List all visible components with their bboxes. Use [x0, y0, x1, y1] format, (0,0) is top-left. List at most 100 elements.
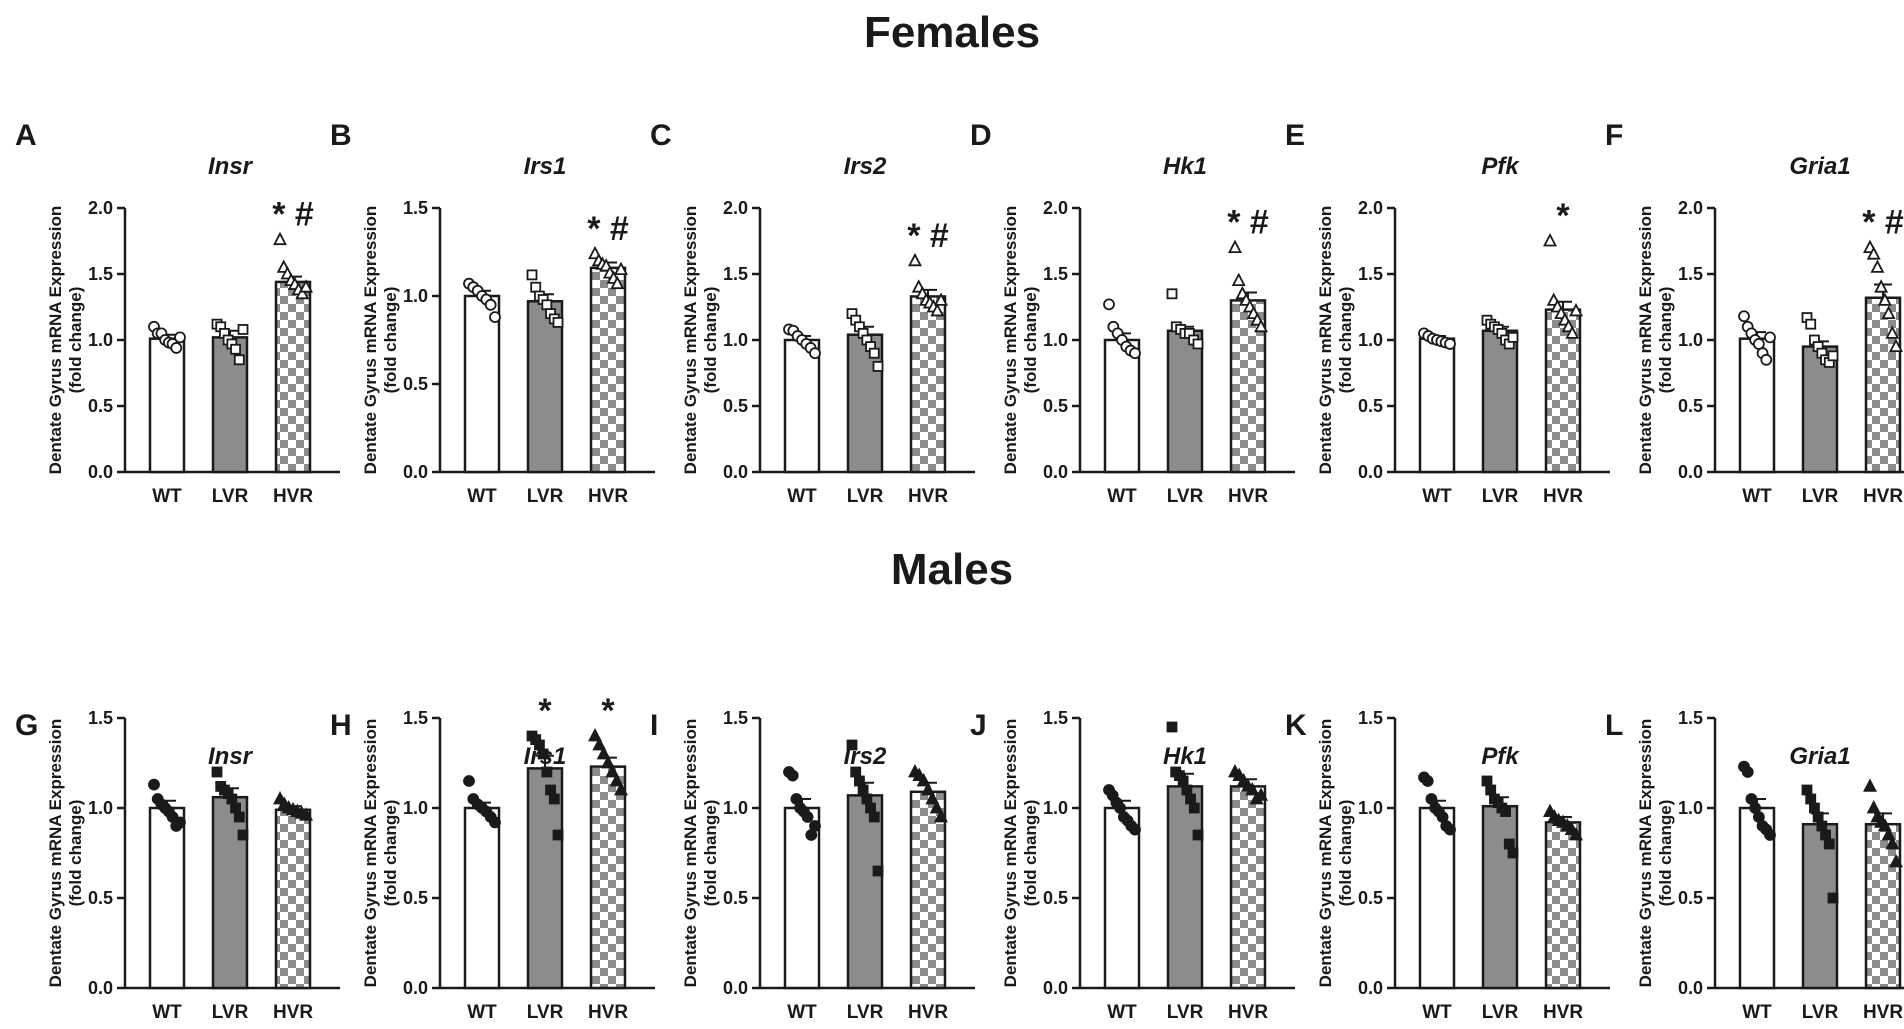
data-point-triangle: [605, 764, 620, 778]
x-tick-label-hvr: HVR: [908, 1002, 948, 1023]
data-point-square: [548, 793, 560, 805]
x-tick-label-wt: WT: [1742, 1002, 1772, 1023]
y-tick-label: 1.5: [1358, 708, 1383, 728]
y-axis-label: Dentate Gyrus mRNA Expression: [1636, 719, 1655, 988]
x-tick-label-hvr: HVR: [1228, 1002, 1268, 1023]
data-point-circle: [174, 331, 186, 344]
data-point-circle: [170, 342, 183, 354]
gene-title: Gria1: [1789, 153, 1850, 180]
y-tick-label: 1.0: [723, 798, 748, 818]
x-tick-label-wt: WT: [1107, 1002, 1137, 1023]
y-tick-label: 1.0: [88, 330, 113, 350]
data-point-circle: [1103, 298, 1115, 311]
data-point-square: [1185, 793, 1196, 805]
x-tick-label-lvr: LVR: [1167, 1002, 1204, 1023]
bar-wt: [463, 294, 501, 474]
data-point-square: [1192, 338, 1204, 350]
bar-lvr: [1801, 822, 1839, 990]
y-tick-label: 0.0: [88, 462, 113, 482]
bar-hvr: [1864, 296, 1902, 474]
data-point-triangle: [934, 292, 948, 306]
data-point-triangle: [921, 782, 935, 796]
x-tick-label-hvr: HVR: [1863, 1002, 1903, 1023]
data-point-triangle: [1866, 800, 1881, 814]
y-tick-label: 2.0: [723, 198, 748, 218]
gene-title: Pfk: [1481, 743, 1520, 770]
data-point-triangle: [1881, 827, 1896, 841]
data-point-square: [1816, 820, 1828, 832]
y-tick-label: 1.5: [723, 708, 748, 728]
data-point-square: [237, 324, 249, 335]
y-axis-label: Dentate Gyrus mRNA Expression: [46, 719, 65, 988]
significance-marker: * #: [1227, 204, 1269, 242]
males-section-title: Males: [890, 545, 1014, 594]
data-point-triangle: [1543, 233, 1557, 247]
y-tick-label: 2.0: [1043, 198, 1068, 218]
x-tick-label-hvr: HVR: [273, 486, 313, 507]
data-point-square: [1181, 784, 1193, 796]
y-tick-label: 1.0: [1043, 330, 1068, 350]
bar-lvr: [1481, 329, 1519, 474]
data-point-square: [233, 811, 245, 823]
y-tick-label: 1.0: [1358, 798, 1383, 818]
data-point-circle: [1444, 823, 1456, 836]
data-point-circle: [1421, 775, 1434, 787]
data-point-triangle: [1870, 259, 1885, 273]
data-point-triangle: [1877, 292, 1892, 306]
data-point-circle: [1741, 766, 1754, 778]
y-tick-label: 1.5: [403, 708, 428, 728]
panel-a: A Insr Dentate Gyrus mRNA Expression (fold …: [15, 119, 340, 507]
data-point-circle: [489, 311, 501, 324]
bar-lvr: [1166, 785, 1204, 990]
data-point-triangle: [1565, 325, 1580, 339]
y-tick-label: 0.0: [1043, 978, 1068, 998]
data-point-square: [541, 299, 553, 311]
bar-wt: [1103, 806, 1141, 990]
data-point-square: [545, 784, 556, 796]
panel-letter: K: [1285, 709, 1307, 742]
data-point-square: [868, 811, 880, 823]
data-point-square: [530, 281, 542, 293]
data-point-triangle: [601, 755, 615, 769]
data-point-triangle: [614, 782, 628, 796]
data-point-square: [552, 316, 564, 328]
data-point-triangle: [299, 279, 313, 293]
data-point-triangle: [1866, 246, 1881, 260]
data-point-square: [1823, 838, 1835, 850]
y-axis-label: Dentate Gyrus mRNA Expression: [681, 206, 700, 475]
x-tick-label-wt: WT: [1742, 486, 1772, 507]
data-point-circle: [1738, 310, 1750, 323]
y-tick-label: 1.5: [1678, 708, 1703, 728]
bar-wt: [1418, 337, 1456, 474]
x-tick-label-wt: WT: [787, 486, 817, 507]
data-point-square: [861, 793, 873, 805]
gene-title: Gria1: [1789, 743, 1850, 770]
panel-g: G Insr Dentate Gyrus mRNA Expression (fold …: [15, 708, 340, 1023]
data-point-square: [237, 829, 249, 841]
y-tick-label: 1.0: [1358, 330, 1383, 350]
data-point-triangle: [1863, 778, 1877, 792]
y-tick-label: 0.5: [1043, 888, 1068, 908]
gene-title: Insr: [208, 153, 254, 180]
y-tick-label: 2.0: [1358, 198, 1383, 218]
significance-marker: * #: [907, 217, 949, 255]
data-point-triangle: [925, 791, 940, 805]
data-point-triangle: [908, 252, 922, 267]
data-point-square: [1166, 721, 1178, 733]
x-tick-label-hvr: HVR: [1543, 1002, 1583, 1023]
data-point-square: [857, 784, 869, 796]
bar-lvr: [211, 336, 249, 474]
y-tick-label: 1.0: [1678, 798, 1703, 818]
bar-wt: [1418, 806, 1456, 990]
data-point-square: [226, 793, 238, 805]
y-axis-label-units: (fold change): [381, 800, 400, 907]
data-point-square: [211, 766, 223, 778]
data-point-circle: [809, 820, 821, 832]
x-tick-label-wt: WT: [467, 1002, 497, 1023]
data-point-triangle: [934, 809, 948, 823]
x-tick-label-wt: WT: [1107, 486, 1137, 507]
bar-lvr: [211, 795, 249, 990]
data-point-square: [868, 347, 880, 359]
